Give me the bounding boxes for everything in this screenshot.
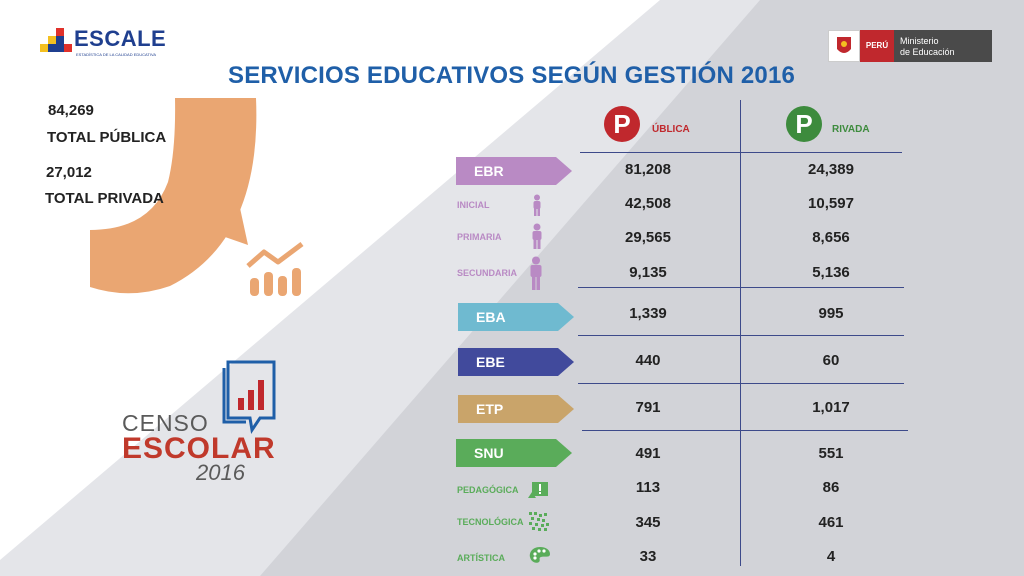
primaria-label: PRIMARIA <box>457 232 502 242</box>
escale-logo: ESCALE ESTADÍSTICA DE LA CALIDAD EDUCATI… <box>40 26 170 62</box>
censo-line1: CENSO <box>122 410 209 436</box>
artistica-label: ARTÍSTICA <box>457 553 505 563</box>
snu-privada: 551 <box>818 445 844 462</box>
artistica-privada: 4 <box>826 548 836 565</box>
snu-pill: SNU <box>474 445 504 461</box>
ministry-label-1: Ministerio <box>900 36 939 46</box>
inicial-publica: 42,508 <box>625 195 671 212</box>
snu-pill-shape <box>456 439 572 467</box>
header-divider <box>580 152 902 153</box>
ebr-pill: EBR <box>474 163 504 179</box>
etp-divider <box>582 430 908 431</box>
peru-label: PERÚ <box>860 30 894 62</box>
column-divider <box>740 100 741 566</box>
censo-line3: 2016 <box>196 460 245 485</box>
censo-line2: ESCOLAR <box>122 432 276 465</box>
publica-header: ÚBLICA <box>652 124 690 135</box>
etp-pill: ETP <box>476 401 504 417</box>
child-medium-icon <box>532 223 542 249</box>
publica-p-icon: P <box>604 106 640 142</box>
eba-publica: 1,339 <box>629 305 667 322</box>
primaria-publica: 29,565 <box>625 229 671 246</box>
privada-p-icon: P <box>786 106 822 142</box>
total-privada-value: 27,012 <box>46 164 92 181</box>
ebr-pill-shape <box>456 157 572 185</box>
eba-pill: EBA <box>476 309 506 325</box>
ebr-divider <box>578 287 904 288</box>
totals-arc <box>90 98 257 294</box>
tecnologica-label: TECNOLÓGICA <box>457 517 524 527</box>
total-publica-label: TOTAL PÚBLICA <box>47 129 167 146</box>
tech-grid-icon <box>529 512 549 531</box>
primaria-privada: 8,656 <box>812 229 850 246</box>
pedagogica-publica: 113 <box>635 479 661 496</box>
escale-logo-icon <box>40 28 72 52</box>
palette-icon <box>529 547 550 563</box>
growth-chart-icon <box>246 242 304 296</box>
total-publica-value: 84,269 <box>48 102 94 119</box>
artistica-publica: 33 <box>639 548 657 565</box>
eba-divider <box>578 335 904 336</box>
total-privada-label: TOTAL PRIVADA <box>45 190 164 207</box>
ebe-privada: 60 <box>822 352 840 369</box>
teen-icon <box>530 256 542 290</box>
secundaria-publica: 9,135 <box>629 264 667 281</box>
ebe-pill: EBE <box>476 354 505 370</box>
child-small-icon <box>533 194 541 216</box>
etp-pill-shape <box>458 395 574 423</box>
etp-privada: 1,017 <box>812 399 850 416</box>
ebe-pill-shape <box>458 348 574 376</box>
ebe-divider <box>578 383 904 384</box>
censo-book-icon <box>222 360 276 434</box>
ebr-publica: 81,208 <box>625 161 671 178</box>
secundaria-privada: 5,136 <box>812 264 850 281</box>
eba-privada: 995 <box>818 305 844 322</box>
peru-shield-icon <box>828 30 860 62</box>
etp-publica: 791 <box>635 399 661 416</box>
ebe-publica: 440 <box>635 352 661 369</box>
tecnologica-privada: 461 <box>818 514 844 531</box>
minedu-logo: PERÚ Ministerio de Educación <box>828 30 992 62</box>
ministry-label-2: de Educación <box>900 47 955 57</box>
page-title: SERVICIOS EDUCATIVOS SEGÚN GESTIÓN 2016 <box>228 62 796 89</box>
escale-logo-tagline: ESTADÍSTICA DE LA CALIDAD EDUCATIVA <box>76 52 157 57</box>
secundaria-label: SECUNDARIA <box>457 268 518 278</box>
snu-publica: 491 <box>635 445 661 462</box>
chalkboard-icon <box>528 482 548 498</box>
eba-pill-shape <box>458 303 574 331</box>
pedagogica-label: PEDAGÓGICA <box>457 485 519 495</box>
privada-header: RIVADA <box>832 124 870 135</box>
pedagogica-privada: 86 <box>822 479 840 496</box>
inicial-privada: 10,597 <box>808 195 854 212</box>
ebr-privada: 24,389 <box>808 161 854 178</box>
inicial-label: INICIAL <box>457 200 490 210</box>
tecnologica-publica: 345 <box>635 514 661 531</box>
escale-logo-text: ESCALE <box>74 26 167 51</box>
